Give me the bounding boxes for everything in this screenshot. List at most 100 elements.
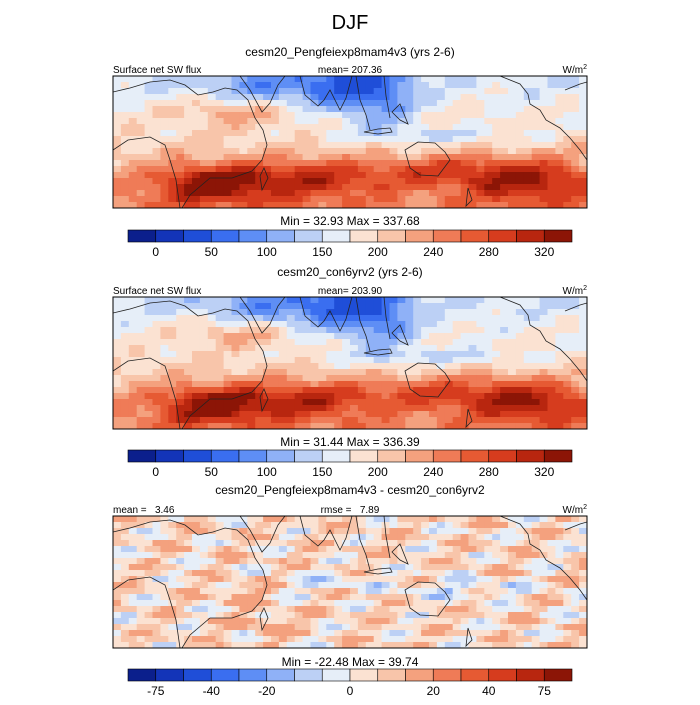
field-cell <box>334 196 343 203</box>
field-cell <box>192 417 201 424</box>
field-cell <box>405 184 414 191</box>
field-cell <box>231 612 240 619</box>
field-cell <box>231 202 240 208</box>
field-cell <box>199 100 209 107</box>
field-cell <box>389 363 398 370</box>
field-cell <box>255 130 264 137</box>
field-cell <box>373 345 382 352</box>
field-cell <box>223 363 232 370</box>
field-cell <box>318 130 327 137</box>
field-cell <box>286 351 296 358</box>
field-cell <box>579 357 587 364</box>
field-cell <box>113 190 122 197</box>
field-cell <box>334 588 343 595</box>
field-cell <box>184 369 193 376</box>
field-cell <box>373 552 382 559</box>
field-cell <box>215 172 224 179</box>
field-cell <box>508 411 517 418</box>
field-cell <box>192 112 201 119</box>
field-cell <box>302 411 311 418</box>
field-cell <box>547 540 556 547</box>
field-cell <box>405 642 414 648</box>
field-cell <box>223 612 232 619</box>
field-cell <box>468 423 477 429</box>
field-cell <box>255 118 264 125</box>
field-cell <box>373 196 382 203</box>
field-cell <box>199 558 209 565</box>
field-cell <box>429 136 438 143</box>
field-cell <box>255 124 264 131</box>
field-cell <box>571 160 580 167</box>
field-cell <box>160 333 169 340</box>
field-cell <box>436 333 446 340</box>
field-cell <box>255 154 264 161</box>
field-cell <box>278 630 288 637</box>
field-cell <box>579 564 587 571</box>
field-cell <box>255 172 264 179</box>
field-cell <box>539 309 548 316</box>
field-cell <box>365 333 375 340</box>
field-cell <box>310 142 319 149</box>
field-cell <box>255 588 264 595</box>
field-cell <box>436 594 446 601</box>
field-cell <box>120 178 130 185</box>
field-cell <box>373 100 382 107</box>
field-cell <box>484 148 493 155</box>
field-cell <box>192 94 201 101</box>
field-cell <box>531 142 540 149</box>
field-cell <box>555 94 564 101</box>
field-cell <box>302 375 311 382</box>
field-cell <box>223 552 232 559</box>
field-cell <box>381 600 390 607</box>
field-cell <box>515 624 525 631</box>
field-cell <box>184 88 193 95</box>
field-cell <box>531 534 540 541</box>
field-cell <box>508 118 517 125</box>
field-cell <box>444 618 454 625</box>
field-cell <box>136 327 145 334</box>
field-cell <box>476 172 485 179</box>
field-cell <box>508 82 517 89</box>
field-cell <box>215 351 224 358</box>
field-cell <box>255 624 264 631</box>
field-cell <box>531 558 540 565</box>
field-cell <box>239 624 248 631</box>
field-cell <box>199 202 209 208</box>
field-cell <box>413 172 422 179</box>
field-cell <box>350 528 359 535</box>
field-cell <box>231 106 240 113</box>
field-cell <box>523 624 533 631</box>
field-cell <box>302 618 311 625</box>
field-cell <box>247 178 256 185</box>
field-cell <box>310 303 319 310</box>
field-cell <box>160 345 169 352</box>
field-cell <box>263 321 272 328</box>
field-cell <box>381 297 390 304</box>
field-cell <box>508 178 517 185</box>
field-cell <box>523 375 533 382</box>
field-cell <box>278 166 288 173</box>
field-cell <box>207 570 217 577</box>
field-cell <box>144 112 153 119</box>
field-cell <box>278 106 288 113</box>
field-cell <box>444 184 454 191</box>
field-cell <box>389 130 398 137</box>
field-cell <box>357 552 367 559</box>
field-cell <box>278 333 288 340</box>
field-cell <box>515 297 525 304</box>
field-cell <box>286 393 296 400</box>
field-cell <box>460 576 469 583</box>
field-cell <box>120 184 130 191</box>
field-cell <box>255 321 264 328</box>
field-cell <box>500 166 509 173</box>
field-cell <box>286 552 296 559</box>
field-cell <box>571 172 580 179</box>
colorbar-swatch <box>294 668 323 682</box>
panel-3-minmax: Min = -22.48 Max = 39.74 <box>282 655 419 669</box>
field-cell <box>531 522 540 529</box>
field-cell <box>531 339 540 346</box>
field-cell <box>547 387 556 394</box>
field-cell <box>136 522 145 529</box>
field-cell <box>555 576 564 583</box>
field-cell <box>405 321 414 328</box>
